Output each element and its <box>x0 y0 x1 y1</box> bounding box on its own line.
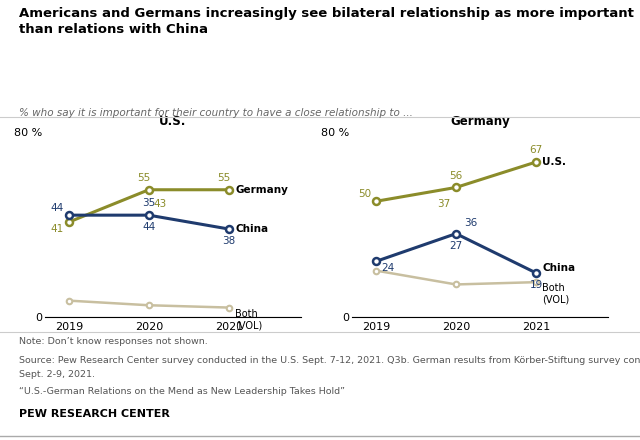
Text: PEW RESEARCH CENTER: PEW RESEARCH CENTER <box>19 409 170 419</box>
Text: 55: 55 <box>138 173 150 183</box>
Text: U.S.: U.S. <box>542 157 566 167</box>
Text: 38: 38 <box>222 236 236 246</box>
Text: 44: 44 <box>142 222 156 232</box>
Text: Americans and Germans increasingly see bilateral relationship as more important
: Americans and Germans increasingly see b… <box>19 7 634 36</box>
Text: Sept. 2-9, 2021.: Sept. 2-9, 2021. <box>19 370 95 378</box>
Text: 24: 24 <box>381 263 394 273</box>
Text: Germany: Germany <box>235 185 288 195</box>
Title: Germany: Germany <box>450 115 510 128</box>
Text: Source: Pew Research Center survey conducted in the U.S. Sept. 7-12, 2021. Q3b. : Source: Pew Research Center survey condu… <box>19 356 640 365</box>
Text: 50: 50 <box>358 189 371 199</box>
Text: China: China <box>542 263 575 273</box>
Text: 67: 67 <box>529 145 543 155</box>
Text: 37: 37 <box>437 199 451 209</box>
Text: % who say it is important for their country to have a close relationship to ...: % who say it is important for their coun… <box>19 108 413 118</box>
Text: 41: 41 <box>51 224 64 234</box>
Text: 43: 43 <box>154 199 167 209</box>
Text: Both
(VOL): Both (VOL) <box>542 283 570 305</box>
Text: “U.S.-German Relations on the Mend as New Leadership Takes Hold”: “U.S.-German Relations on the Mend as Ne… <box>19 387 345 396</box>
Text: 35: 35 <box>142 198 156 208</box>
Text: China: China <box>235 224 268 234</box>
Title: U.S.: U.S. <box>159 115 186 128</box>
Text: 55: 55 <box>218 173 230 183</box>
Text: 27: 27 <box>449 241 463 250</box>
Text: Note: Don’t know responses not shown.: Note: Don’t know responses not shown. <box>19 337 208 345</box>
Text: Both
(VOL): Both (VOL) <box>235 309 262 330</box>
Text: 36: 36 <box>464 218 477 228</box>
Text: 19: 19 <box>529 280 543 290</box>
Text: 44: 44 <box>51 203 64 213</box>
Text: 56: 56 <box>449 171 463 180</box>
